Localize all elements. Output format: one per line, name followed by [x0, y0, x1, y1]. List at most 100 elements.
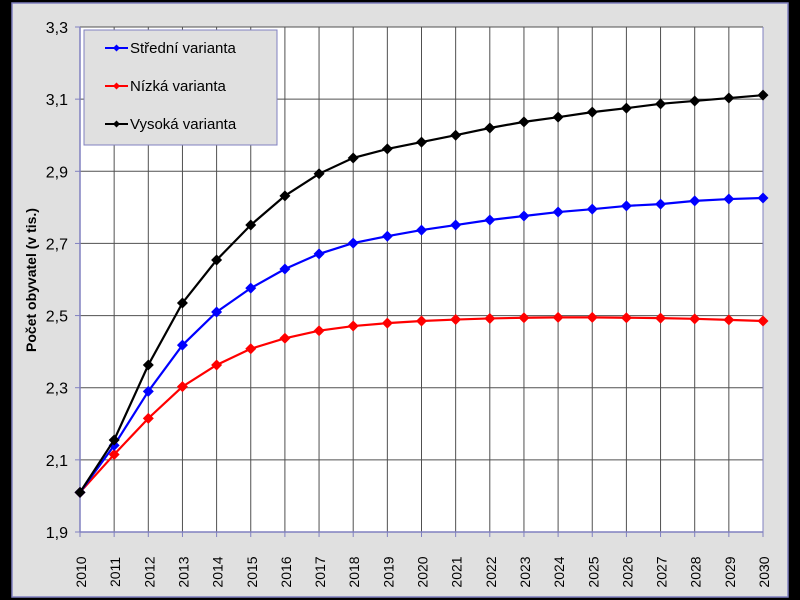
- data-point: [757, 89, 769, 101]
- data-point: [347, 320, 359, 332]
- data-point: [176, 381, 188, 393]
- data-point: [586, 203, 598, 215]
- x-tick-label: 2019: [380, 556, 396, 587]
- x-tick-label: 2024: [551, 556, 567, 587]
- legend-marker: [113, 82, 120, 90]
- data-point: [416, 136, 427, 148]
- y-tick-label: 3,3: [46, 20, 68, 37]
- x-tick-label: 2030: [756, 556, 772, 587]
- x-tick-label: 2028: [688, 556, 704, 587]
- data-point: [176, 339, 188, 351]
- series-1: [74, 311, 769, 498]
- data-point: [655, 98, 667, 110]
- data-point: [655, 312, 667, 324]
- x-tick-label: 2027: [654, 556, 670, 587]
- data-point: [245, 219, 257, 231]
- data-point: [381, 317, 393, 329]
- data-point: [484, 312, 496, 324]
- data-point: [211, 254, 223, 266]
- y-axis-label: Počet obyvatel (v tis.): [23, 208, 39, 352]
- x-tick-label: 2029: [722, 556, 738, 587]
- x-tick-label: 2014: [210, 556, 226, 587]
- data-point: [518, 210, 530, 222]
- x-tick-label: 2013: [175, 556, 191, 587]
- data-point: [142, 359, 154, 371]
- x-tick-label: 2023: [517, 556, 533, 587]
- data-point: [586, 311, 598, 323]
- x-tick-label: 2015: [244, 556, 260, 587]
- legend-label: Střední varianta: [130, 40, 237, 57]
- data-point: [723, 314, 735, 326]
- data-point: [347, 237, 359, 249]
- x-tick-label: 2012: [141, 556, 157, 587]
- y-tick-label: 2,9: [46, 164, 68, 181]
- data-point: [552, 311, 564, 323]
- data-point: [620, 102, 632, 114]
- legend-item: Vysoká varianta: [105, 116, 237, 133]
- x-tick-label: 2010: [73, 556, 89, 587]
- data-point: [620, 200, 632, 212]
- data-point: [484, 122, 496, 134]
- data-point: [142, 412, 154, 424]
- data-point: [416, 224, 427, 236]
- data-point: [245, 282, 257, 294]
- data-point: [108, 434, 120, 446]
- y-tick-label: 2,7: [46, 236, 68, 253]
- data-point: [279, 332, 291, 344]
- data-point: [381, 143, 393, 155]
- data-point: [655, 198, 667, 210]
- data-point: [245, 343, 257, 355]
- data-point: [552, 111, 564, 123]
- legend-label: Vysoká varianta: [130, 116, 237, 133]
- data-point: [313, 248, 325, 260]
- y-tick-label: 2,3: [46, 381, 68, 398]
- legend: Střední varianta Nízká varianta Vysoká var…: [83, 29, 278, 146]
- data-point: [108, 448, 120, 460]
- data-point: [211, 359, 223, 371]
- data-point: [211, 306, 223, 318]
- y-tick-label: 3,1: [46, 92, 68, 109]
- data-point: [142, 385, 154, 397]
- data-point: [518, 116, 530, 128]
- data-point: [723, 92, 735, 104]
- series-0: [74, 192, 769, 498]
- data-point: [347, 152, 359, 164]
- legend-item: Střední varianta: [105, 40, 237, 57]
- data-point: [313, 325, 325, 337]
- data-point: [552, 206, 564, 218]
- data-point: [279, 263, 291, 275]
- data-point: [313, 168, 325, 180]
- data-point: [620, 312, 632, 324]
- x-tick-label: 2022: [483, 556, 499, 587]
- x-tick-label: 2011: [107, 557, 123, 587]
- x-tick-label: 2020: [415, 556, 431, 587]
- data-point: [450, 314, 462, 326]
- data-point: [586, 106, 598, 118]
- data-point: [450, 129, 462, 141]
- data-point: [74, 486, 86, 498]
- x-tick-label: 2026: [619, 556, 635, 587]
- data-point: [450, 219, 462, 231]
- x-tick-label: 2018: [346, 556, 362, 587]
- y-tick-label: 2,1: [46, 453, 68, 470]
- legend-item: Nízká varianta: [105, 78, 227, 95]
- y-tick-label: 2,5: [46, 309, 68, 326]
- data-point: [484, 214, 496, 226]
- data-point: [416, 315, 427, 327]
- data-point: [176, 297, 188, 309]
- y-tick-label: 1,9: [46, 525, 68, 542]
- x-tick-label: 2017: [312, 556, 328, 587]
- x-tick-label: 2016: [278, 556, 294, 587]
- data-point: [723, 193, 735, 205]
- x-tick-label: 2025: [585, 556, 601, 587]
- data-point: [381, 230, 393, 242]
- data-point: [689, 95, 701, 107]
- data-point: [689, 195, 701, 207]
- data-point: [689, 313, 701, 325]
- x-tick-label: 2021: [449, 556, 465, 587]
- legend-marker: [113, 120, 120, 128]
- legend-label: Nízká varianta: [130, 78, 227, 95]
- series-2: [74, 89, 769, 498]
- legend-marker: [113, 44, 120, 52]
